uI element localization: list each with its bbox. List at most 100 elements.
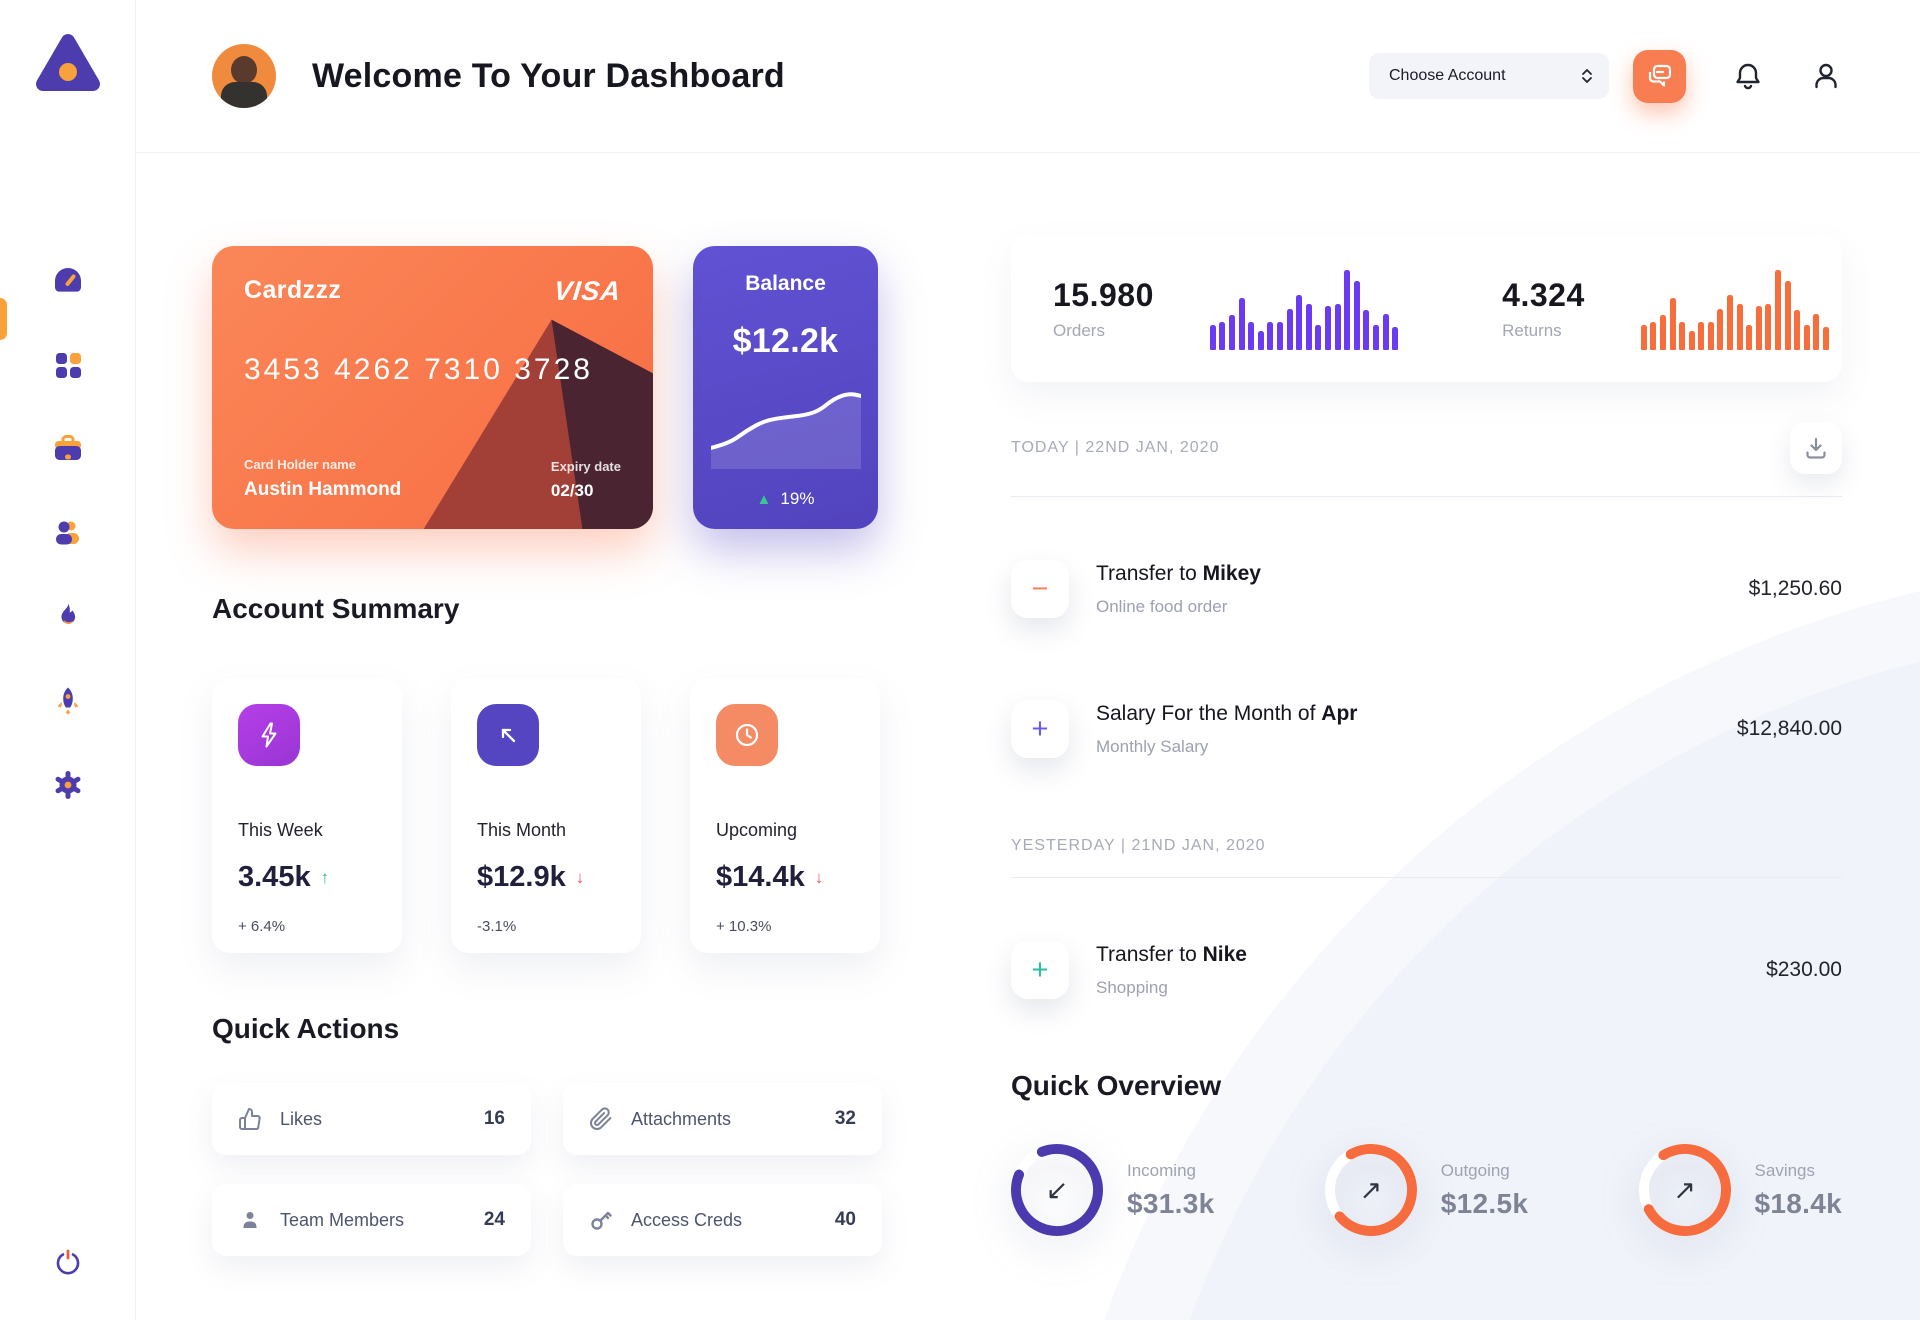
quick-action-attachments[interactable]: Attachments 32: [563, 1083, 882, 1155]
user-icon: [1815, 63, 1837, 89]
divider: [1011, 877, 1842, 878]
returns-bar-chart: [1640, 268, 1830, 350]
quick-action-access-creds[interactable]: Access Creds 40: [563, 1184, 882, 1256]
card-holder-name: Austin Hammond: [244, 479, 402, 500]
plus-icon: +: [1011, 700, 1069, 758]
orders-stat: 15.980 Orders: [1053, 277, 1154, 341]
chat-icon: [1648, 64, 1671, 87]
visa-logo: VISA: [552, 276, 623, 306]
trend-down-icon: ↓: [575, 867, 585, 887]
card-name: Cardzzz: [244, 276, 342, 304]
sidebar-item-settings[interactable]: [51, 768, 85, 802]
plus-icon: +: [1011, 941, 1069, 999]
messages-button[interactable]: [1633, 49, 1686, 103]
savings-gauge: [1638, 1144, 1731, 1236]
transaction-row[interactable]: + Transfer to Nike Shopping $230.00: [1011, 922, 1842, 1018]
transaction-title: Salary For the Month of Apr: [1096, 701, 1358, 725]
quick-action-label: Access Creds: [631, 1209, 743, 1230]
credit-card: Cardzzz VISA 3453 4262 7310 3728 Card Ho…: [212, 246, 653, 529]
overview-label: Outgoing: [1440, 1160, 1510, 1180]
summary-change: + 6.4%: [238, 918, 286, 935]
transaction-title: Transfer to Mikey: [1096, 561, 1261, 585]
logout-button[interactable]: [53, 1248, 83, 1278]
orders-value: 15.980: [1053, 276, 1154, 313]
divider: [1011, 496, 1842, 497]
account-summary-cards: This Week 3.45k ↑ + 6.4%: [212, 678, 882, 953]
overview-value: $12.5k: [1440, 1187, 1529, 1219]
download-icon: [1806, 437, 1826, 459]
account-summary-title: Account Summary: [212, 593, 460, 624]
trend-down-icon: ↓: [814, 867, 824, 887]
key-icon: [591, 1211, 612, 1230]
right-column: 15.980 Orders 4.324 Returns TODAY | 22ND…: [1011, 235, 1842, 1256]
apps-grid-icon: [55, 353, 81, 378]
transaction-row[interactable]: + Salary For the Month of Apr Monthly Sa…: [1011, 681, 1842, 777]
choose-account-select[interactable]: Choose Account: [1369, 53, 1609, 99]
arrow-down-left-icon: ↙: [1045, 1174, 1069, 1206]
paperclip-icon: [590, 1107, 612, 1130]
balance-change: ▲ 19%: [756, 489, 815, 508]
overview-outgoing: ↗ Outgoing $12.5k: [1324, 1144, 1529, 1236]
trend-up-icon: ↑: [320, 867, 330, 887]
bell-icon: [1736, 63, 1760, 90]
user-avatar[interactable]: [212, 44, 276, 108]
sidebar-item-portfolio[interactable]: [51, 432, 85, 466]
arrow-up-right-icon: ↗: [1673, 1174, 1696, 1206]
main-area: Welcome To Your Dashboard Choose Account: [136, 0, 1920, 1320]
quick-action-team-members[interactable]: Team Members 24: [212, 1184, 531, 1256]
transaction-amount: $230.00: [1766, 958, 1842, 981]
summary-change: + 10.3%: [716, 918, 772, 935]
notifications-button[interactable]: [1732, 60, 1764, 92]
rocket-icon: [57, 687, 78, 715]
header: Welcome To Your Dashboard Choose Account: [136, 0, 1920, 153]
sidebar-item-team[interactable]: [51, 516, 85, 550]
power-icon: [56, 1249, 79, 1275]
overview-incoming: ↙ Incoming $31.3k: [1011, 1144, 1214, 1236]
transaction-row[interactable]: − Transfer to Mikey Online food order $1…: [1011, 541, 1842, 637]
left-column: Cardzzz VISA 3453 4262 7310 3728 Card Ho…: [212, 246, 882, 1256]
settings-gear-icon: [55, 771, 80, 799]
summary-card-this-month: This Month $12.9k ↓ -3.1%: [451, 678, 641, 953]
quick-action-label: Attachments: [631, 1108, 732, 1129]
returns-label: Returns: [1502, 320, 1562, 340]
arrow-up-icon: ▲: [756, 490, 772, 508]
quick-actions-title: Quick Actions: [212, 1013, 400, 1044]
transaction-amount: $12,840.00: [1736, 717, 1842, 740]
quick-action-count: 24: [483, 1209, 505, 1230]
quick-action-likes[interactable]: Likes 16: [212, 1083, 531, 1155]
transaction-subtitle: Shopping: [1096, 977, 1168, 997]
clock-icon: [716, 704, 778, 766]
profile-button[interactable]: [1810, 60, 1842, 92]
card-number: 3453 4262 7310 3728: [244, 353, 593, 386]
flame-icon: [61, 603, 75, 625]
team-icon: [55, 521, 79, 545]
active-nav-indicator: [0, 298, 7, 340]
quick-overview-title: Quick Overview: [1011, 1070, 1222, 1101]
summary-value: $14.4k ↓: [716, 861, 824, 893]
summary-label: This Month: [477, 820, 567, 840]
transaction-amount: $1,250.60: [1748, 577, 1842, 600]
sidebar-item-launch[interactable]: [51, 684, 85, 718]
member-icon: [243, 1212, 257, 1228]
sidebar-item-apps[interactable]: [51, 348, 85, 382]
minus-icon: −: [1011, 560, 1069, 618]
orders-bar-chart: [1209, 268, 1399, 350]
content: Cardzzz VISA 3453 4262 7310 3728 Card Ho…: [136, 153, 1920, 1256]
outgoing-gauge: [1324, 1144, 1417, 1236]
quick-actions-grid: Likes 16 Attachments 32: [212, 1083, 882, 1256]
overview-value: $31.3k: [1127, 1187, 1215, 1219]
card-holder-label: Card Holder name: [244, 457, 356, 472]
briefcase-icon: [54, 435, 81, 460]
transaction-title: Transfer to Nike: [1096, 942, 1247, 966]
balance-card: Balance $12.2k ▲ 19%: [693, 246, 878, 529]
dashboard-gauge-icon: [54, 268, 81, 292]
sidebar-item-dashboard[interactable]: [51, 264, 85, 298]
download-statement-button[interactable]: [1790, 422, 1842, 474]
returns-value: 4.324: [1502, 276, 1585, 313]
sidebar-item-trending[interactable]: [51, 600, 85, 634]
date-row-yesterday: YESTERDAY | 21ND JAN, 2020: [1011, 837, 1842, 855]
balance-sparkline: [710, 381, 861, 469]
orders-returns-card: 15.980 Orders 4.324 Returns: [1011, 235, 1842, 382]
hand-like-icon: [239, 1108, 261, 1130]
